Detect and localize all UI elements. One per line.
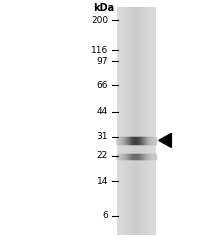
Bar [143, 7, 144, 235]
Bar [154, 7, 155, 235]
Bar [142, 7, 143, 235]
Bar [124, 7, 125, 235]
Bar [119, 7, 120, 235]
Bar [134, 7, 135, 235]
Bar [141, 7, 142, 235]
Bar [128, 7, 129, 235]
Bar [140, 7, 141, 235]
Bar [138, 7, 139, 235]
Text: 200: 200 [91, 16, 108, 25]
Bar [125, 7, 126, 235]
Bar [117, 7, 156, 235]
Text: 97: 97 [97, 57, 108, 66]
Bar [126, 7, 127, 235]
Text: 116: 116 [91, 46, 108, 55]
Bar [127, 7, 128, 235]
Bar [135, 7, 136, 235]
Bar [123, 7, 124, 235]
Bar [148, 7, 149, 235]
Bar [145, 7, 146, 235]
Bar [131, 7, 132, 235]
Bar [139, 7, 140, 235]
Bar [153, 7, 154, 235]
Bar [137, 7, 138, 235]
Bar [121, 7, 122, 235]
Bar [150, 7, 151, 235]
Bar [133, 7, 134, 235]
Polygon shape [159, 133, 171, 147]
Bar [129, 7, 130, 235]
Bar [155, 7, 156, 235]
Bar [144, 7, 145, 235]
Text: 22: 22 [97, 151, 108, 161]
Text: 44: 44 [97, 107, 108, 116]
Bar [136, 7, 137, 235]
Bar [147, 7, 148, 235]
Bar [146, 7, 147, 235]
Bar [151, 7, 152, 235]
Bar [122, 7, 123, 235]
Bar [118, 7, 119, 235]
Bar [152, 7, 153, 235]
Text: 31: 31 [97, 132, 108, 141]
Bar [132, 7, 133, 235]
Bar [130, 7, 131, 235]
Bar [120, 7, 121, 235]
Text: 66: 66 [97, 81, 108, 90]
Text: 14: 14 [97, 177, 108, 186]
Bar [149, 7, 150, 235]
Bar [117, 7, 118, 235]
Text: 6: 6 [102, 211, 108, 221]
Text: kDa: kDa [93, 3, 114, 13]
